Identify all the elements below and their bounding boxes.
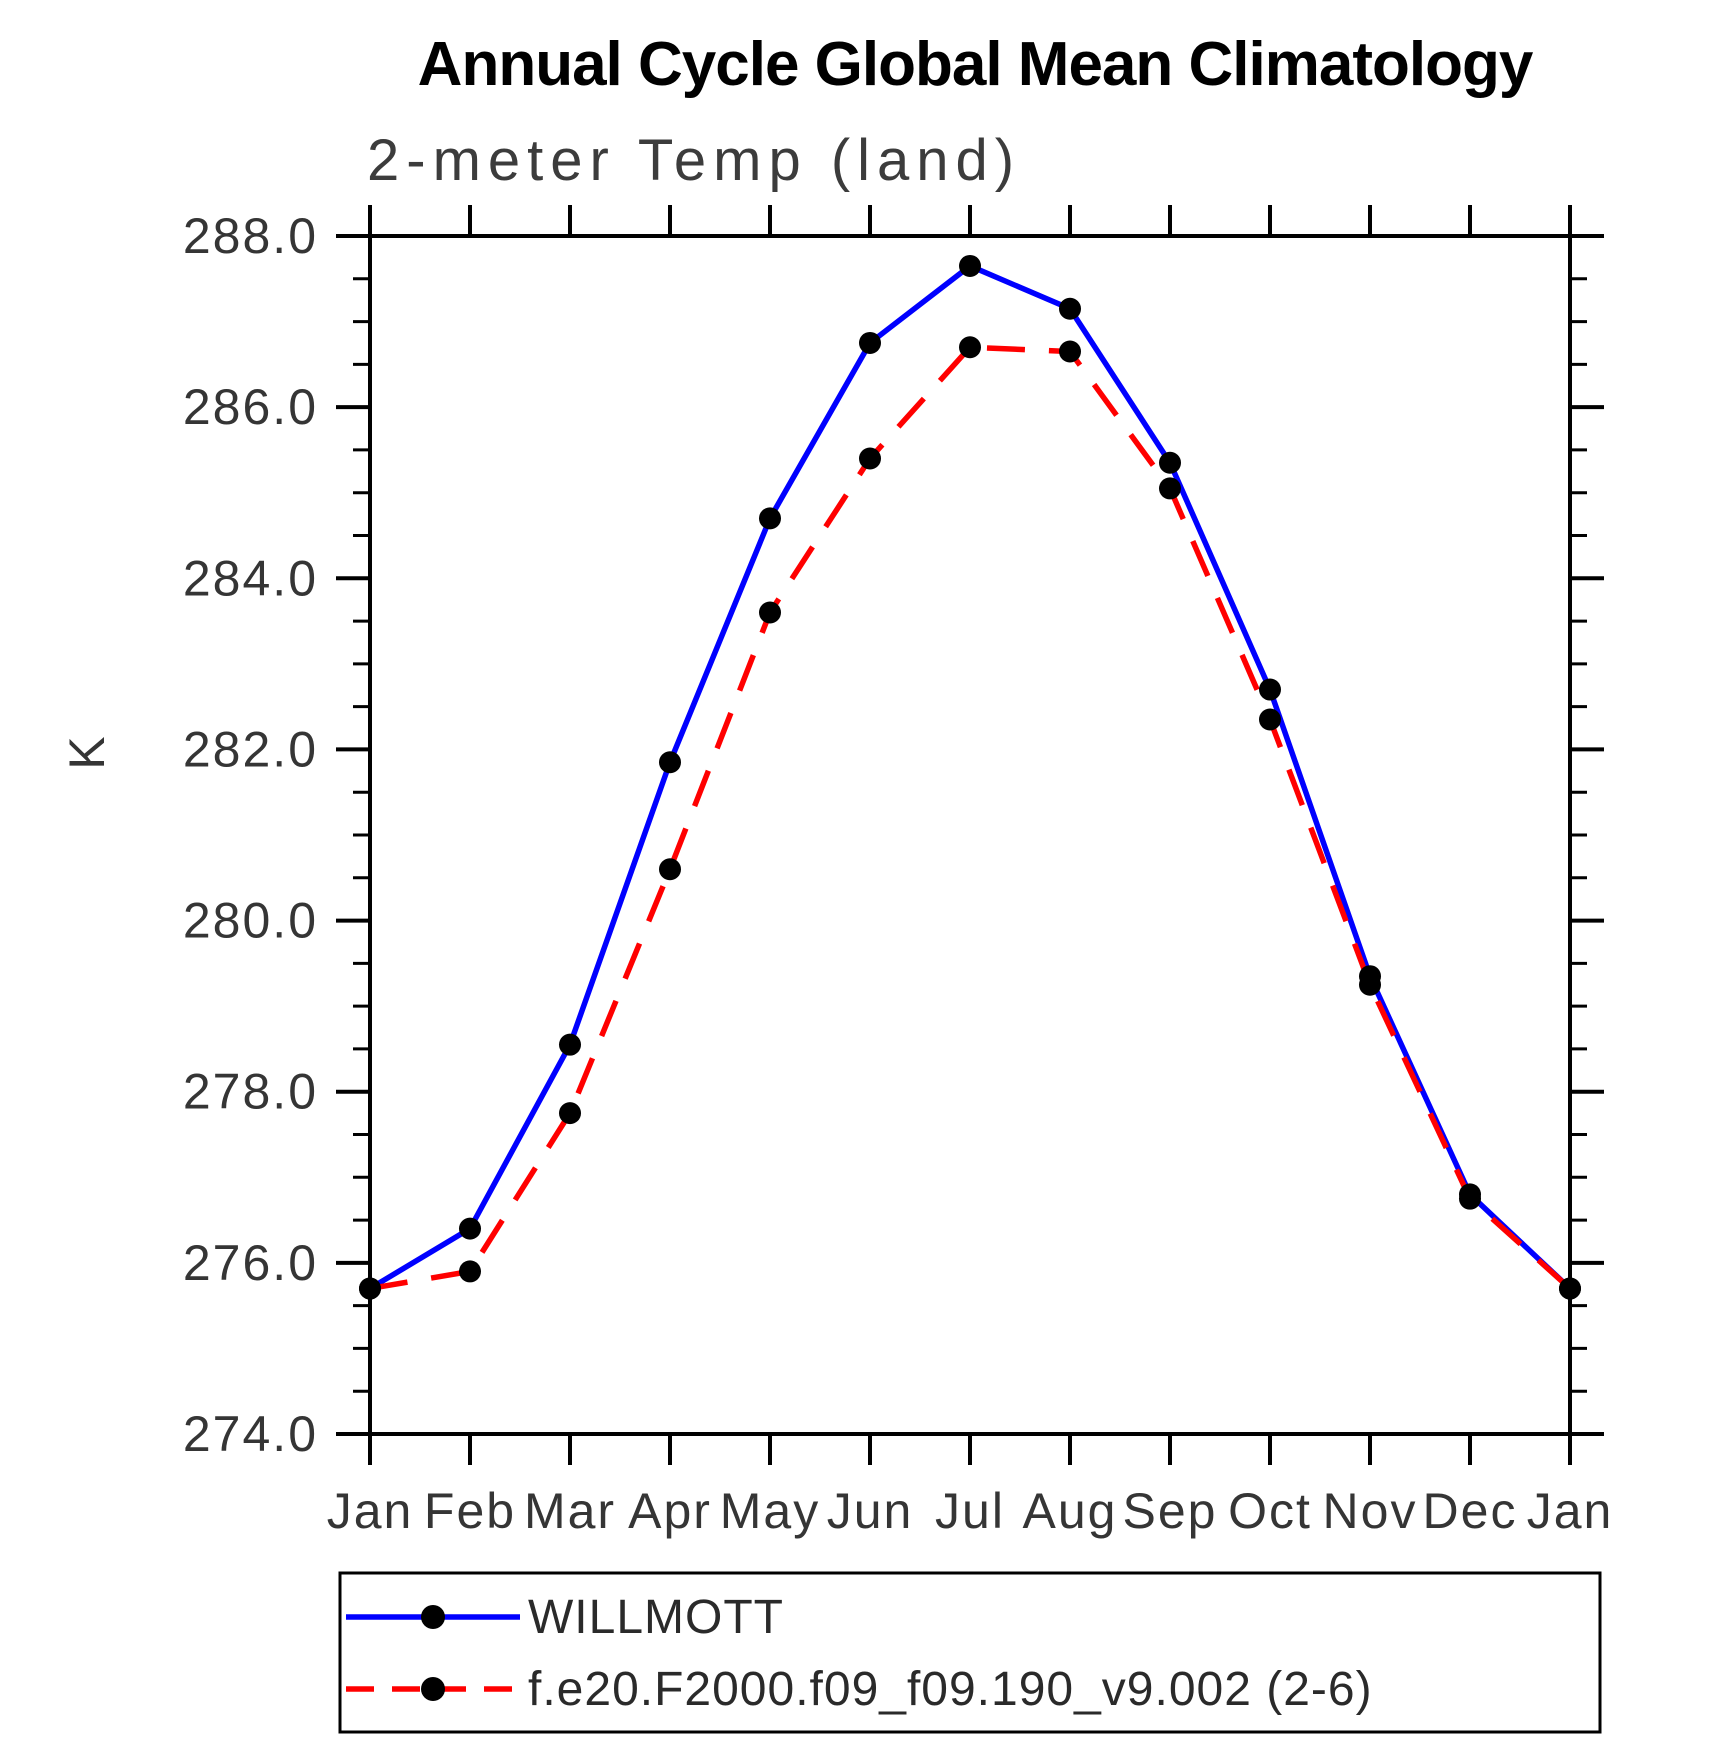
series-0-marker	[1159, 451, 1181, 474]
x-tick-label: Feb	[424, 1483, 516, 1539]
series-1-marker	[959, 336, 981, 359]
chart-subtitle: 2-meter Temp (land)	[367, 128, 1021, 193]
x-tick-label: Apr	[628, 1483, 712, 1539]
series-0-marker	[959, 254, 981, 277]
x-tick-label: Dec	[1423, 1483, 1518, 1539]
legend-label-0: WILLMOTT	[528, 1591, 784, 1644]
series-0-marker	[1259, 678, 1281, 701]
y-tick-label: 284.0	[183, 550, 318, 606]
series-1-marker	[1159, 477, 1181, 500]
y-tick-label: 286.0	[183, 379, 318, 435]
series-1-marker	[359, 1277, 381, 1300]
legend-marker-1	[421, 1677, 445, 1701]
series-1-marker	[559, 1102, 581, 1125]
legend-label-1: f.e20.F2000.f09_f09.190_v9.002 (2-6)	[528, 1663, 1373, 1716]
y-tick-label: 282.0	[183, 721, 318, 777]
series-1-marker	[659, 858, 681, 881]
series-lines	[368, 262, 1572, 1292]
series-1-marker	[859, 447, 881, 470]
series-0-marker	[659, 751, 681, 774]
y-tick-label: 278.0	[183, 1064, 318, 1120]
y-tick-label: 288.0	[183, 208, 318, 264]
x-tick-label: Nov	[1323, 1483, 1418, 1539]
y-axis-title: K	[59, 736, 115, 769]
x-tick-label: Oct	[1228, 1483, 1312, 1539]
series-0-marker	[759, 507, 781, 530]
y-tick-label: 274.0	[183, 1406, 318, 1462]
series-line-0	[368, 262, 1572, 1291]
series-0-marker	[859, 331, 881, 354]
series-1-marker	[459, 1260, 481, 1283]
x-tick-label: Aug	[1023, 1483, 1118, 1539]
x-tick-label: Jul	[935, 1483, 1005, 1539]
x-tick-label: Sep	[1123, 1483, 1218, 1539]
series-1-marker	[1059, 340, 1081, 363]
series-1-marker	[1359, 973, 1381, 996]
x-tick-label: Jun	[827, 1483, 914, 1539]
series-0-marker	[1059, 297, 1081, 320]
axis-labels: 288.0 286.0 284.0 282.0 280.0 278.0 276.0 274.0…	[183, 208, 1614, 1539]
series-markers	[359, 254, 1581, 1300]
axis-ticks	[336, 205, 1604, 1465]
legend-box	[338, 1571, 1602, 1734]
series-1-marker	[1559, 1277, 1581, 1300]
x-tick-label: Jan	[1527, 1483, 1614, 1539]
plot-frame	[368, 234, 1572, 1436]
series-0-marker	[459, 1217, 481, 1240]
x-tick-label: Jan	[327, 1483, 414, 1539]
legend-marker-0	[421, 1605, 445, 1629]
series-0-marker	[559, 1033, 581, 1056]
series-line-1	[369, 344, 1572, 1292]
legend: WILLMOTT f.e20.F2000.f09_f09.190_v9.002 (…	[338, 1571, 1602, 1734]
x-tick-label: Mar	[524, 1483, 616, 1539]
chart-title: Annual Cycle Global Mean Climatology	[418, 30, 1534, 99]
series-1-marker	[1259, 708, 1281, 731]
y-tick-label: 276.0	[183, 1235, 318, 1291]
series-1-marker	[1459, 1187, 1481, 1210]
series-1-marker	[759, 601, 781, 624]
x-tick-label: May	[720, 1483, 820, 1539]
y-tick-label: 280.0	[183, 893, 318, 949]
